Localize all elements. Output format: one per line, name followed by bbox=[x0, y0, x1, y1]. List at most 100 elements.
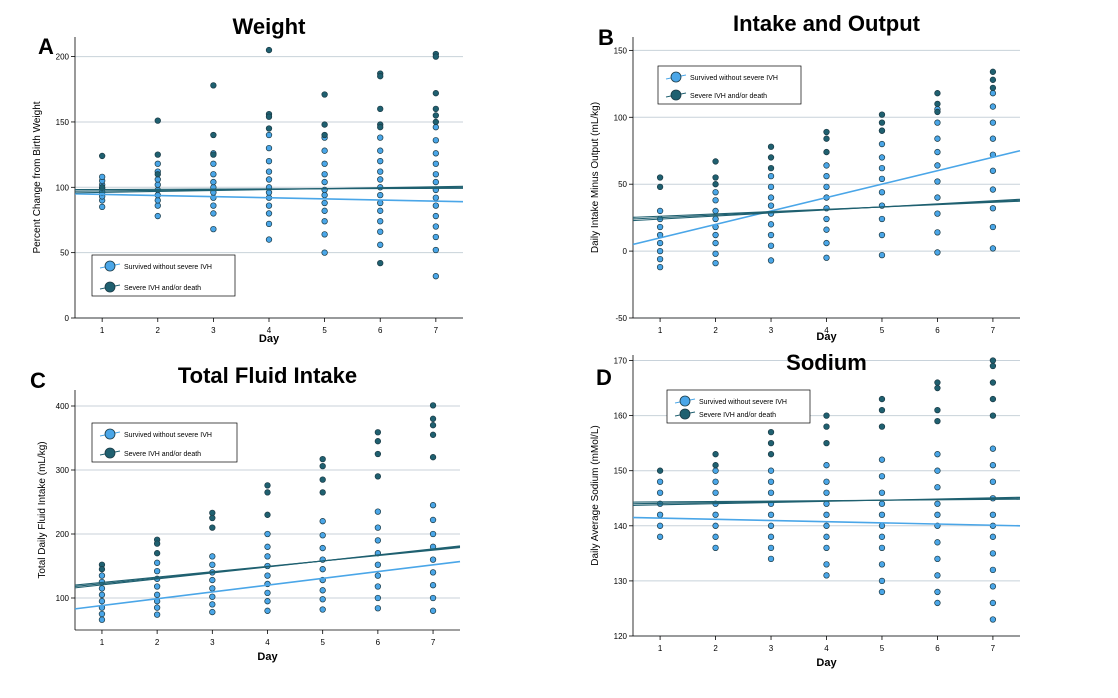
data-point-survived bbox=[153, 567, 161, 575]
data-point-survived bbox=[265, 202, 273, 209]
data-point-survived bbox=[154, 160, 161, 167]
data-point-severe bbox=[934, 417, 941, 425]
data-point-survived bbox=[377, 168, 384, 175]
data-point-survived bbox=[767, 511, 775, 518]
fit-line-survived bbox=[632, 149, 1021, 246]
data-point-severe bbox=[767, 451, 775, 458]
data-point-survived bbox=[878, 154, 886, 161]
data-point-severe bbox=[989, 84, 997, 91]
data-point-survived bbox=[656, 533, 664, 540]
data-point-survived bbox=[823, 183, 830, 191]
data-point-survived bbox=[321, 186, 328, 194]
panel-letter: B bbox=[598, 25, 614, 50]
data-point-severe bbox=[712, 181, 719, 188]
y-tick-label: 150 bbox=[614, 467, 628, 476]
data-point-survived bbox=[767, 202, 775, 209]
data-point-survived bbox=[656, 478, 664, 485]
data-point-survived bbox=[934, 229, 941, 236]
fit-line-survived bbox=[632, 516, 1021, 527]
data-point-survived bbox=[377, 176, 384, 183]
data-point-survived bbox=[934, 467, 941, 474]
data-point-survived bbox=[265, 131, 273, 139]
data-point-survived bbox=[265, 210, 273, 217]
x-tick-label: 2 bbox=[713, 326, 718, 335]
data-point-survived bbox=[712, 533, 719, 540]
data-point-severe bbox=[989, 357, 997, 364]
data-point-survived bbox=[712, 215, 719, 223]
data-point-severe bbox=[878, 111, 886, 118]
fit-line-severe bbox=[74, 547, 461, 586]
data-point-survived bbox=[767, 231, 775, 239]
data-point-survived bbox=[98, 616, 106, 623]
data-point-survived bbox=[934, 599, 941, 607]
data-point-survived bbox=[209, 601, 216, 608]
data-point-survived bbox=[989, 616, 997, 623]
data-point-survived bbox=[429, 516, 437, 524]
data-point-severe bbox=[99, 184, 106, 191]
data-point-severe bbox=[989, 395, 997, 403]
y-tick-label: 120 bbox=[614, 632, 628, 641]
data-point-survived bbox=[823, 561, 830, 568]
x-tick-label: 4 bbox=[824, 644, 829, 653]
data-point-survived bbox=[823, 462, 830, 469]
y-tick-label: 50 bbox=[618, 180, 627, 189]
data-point-survived bbox=[656, 239, 664, 247]
x-tick-label: 2 bbox=[155, 638, 160, 647]
data-point-survived bbox=[712, 239, 719, 247]
data-point-severe bbox=[319, 455, 326, 463]
legend: Survived without severe IVH Severe IVH an… bbox=[657, 65, 802, 105]
data-point-survived bbox=[321, 178, 328, 186]
y-tick-label: 150 bbox=[56, 118, 70, 127]
data-point-severe bbox=[878, 119, 886, 126]
x-tick-label: 4 bbox=[267, 326, 272, 335]
data-point-severe bbox=[989, 379, 997, 386]
data-point-severe bbox=[432, 90, 439, 97]
data-point-survived bbox=[712, 511, 719, 518]
x-tick-label: 7 bbox=[431, 638, 436, 647]
data-point-survived bbox=[878, 500, 886, 507]
data-point-survived bbox=[265, 168, 273, 175]
data-point-survived bbox=[656, 247, 664, 255]
data-point-survived bbox=[989, 533, 997, 540]
x-tick-label: 5 bbox=[322, 326, 327, 335]
data-point-survived bbox=[934, 135, 941, 142]
data-point-survived bbox=[432, 212, 439, 220]
data-point-severe bbox=[712, 451, 719, 458]
x-tick-label: 7 bbox=[434, 326, 439, 335]
data-point-survived bbox=[98, 610, 106, 618]
data-point-survived bbox=[656, 255, 664, 263]
legend-entry-label: Survived without severe IVH bbox=[690, 75, 778, 82]
data-point-severe bbox=[429, 415, 437, 422]
data-point-survived bbox=[321, 199, 328, 207]
data-point-survived bbox=[767, 555, 775, 563]
data-point-survived bbox=[934, 210, 941, 217]
data-point-survived bbox=[210, 178, 217, 186]
chart-title: Weight bbox=[233, 14, 307, 39]
legend-marker-severe bbox=[670, 89, 682, 101]
data-point-survived bbox=[712, 489, 719, 496]
x-tick-label: 6 bbox=[935, 326, 940, 335]
y-tick-label: 100 bbox=[56, 594, 70, 603]
data-point-survived bbox=[823, 162, 830, 169]
data-point-severe bbox=[656, 467, 664, 474]
x-axis-label: Day bbox=[816, 657, 837, 669]
data-point-survived bbox=[989, 583, 997, 590]
data-point-survived bbox=[99, 173, 106, 180]
data-point-survived bbox=[210, 210, 217, 217]
x-tick-label: 1 bbox=[100, 638, 105, 647]
data-point-survived bbox=[374, 537, 382, 544]
data-point-survived bbox=[823, 522, 830, 529]
legend: Survived without severe IVH Severe IVH an… bbox=[91, 422, 238, 463]
data-point-severe bbox=[98, 566, 106, 573]
data-point-survived bbox=[712, 259, 719, 267]
data-point-survived bbox=[878, 251, 886, 259]
data-point-survived bbox=[767, 242, 775, 249]
data-point-severe bbox=[209, 514, 216, 522]
data-point-survived bbox=[432, 178, 439, 186]
data-point-survived bbox=[878, 522, 886, 529]
data-point-survived bbox=[209, 553, 216, 560]
data-point-survived bbox=[377, 191, 384, 199]
x-axis-label: Day bbox=[259, 333, 280, 345]
data-point-survived bbox=[154, 212, 161, 220]
legend-box bbox=[91, 422, 238, 463]
